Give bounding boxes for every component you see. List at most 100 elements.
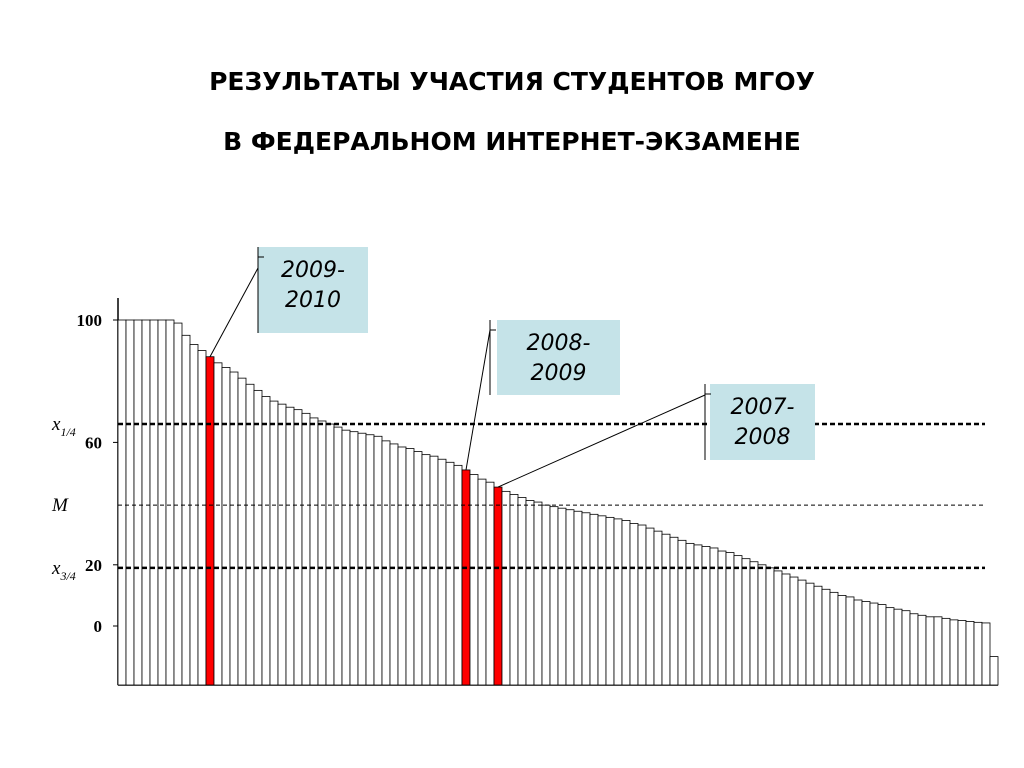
bar (333, 426, 343, 686)
bar (245, 383, 255, 686)
bar (533, 501, 543, 686)
bar (605, 516, 615, 686)
callout-text: 2008- (527, 331, 591, 356)
bar (885, 607, 895, 686)
bar (181, 334, 191, 686)
bar (933, 616, 943, 686)
bar (821, 588, 831, 686)
callout-box (497, 320, 620, 395)
callout-text: 2007- (731, 395, 795, 420)
bar (589, 513, 599, 686)
callout-text: 2009- (281, 258, 345, 283)
bar (549, 506, 559, 686)
bar (293, 409, 303, 686)
bar (205, 356, 215, 686)
reference-subscript: 1/4 (60, 425, 75, 439)
bar (325, 423, 335, 686)
bar (837, 595, 847, 686)
bar (973, 621, 983, 686)
bar (805, 582, 815, 686)
bar (517, 497, 527, 686)
bar (733, 555, 743, 686)
bar (125, 319, 135, 686)
bar (581, 512, 591, 686)
y-tick-label: 0 (94, 617, 103, 636)
bar (445, 461, 455, 686)
bar (285, 406, 295, 686)
title-line: В ФЕДЕРАЛЬНОМ ИНТЕРНЕТ-ЭКЗАМЕНЕ (223, 127, 801, 156)
bar (829, 591, 839, 686)
bar (565, 509, 575, 686)
bar (317, 420, 327, 686)
bar (341, 429, 351, 686)
bar (845, 596, 855, 686)
bar (741, 558, 751, 686)
bar (477, 478, 487, 686)
bar (653, 530, 663, 686)
bar (221, 367, 231, 686)
bar (301, 412, 311, 686)
bar (813, 585, 823, 686)
bar (757, 564, 767, 686)
bar (189, 344, 199, 686)
bar (725, 552, 735, 686)
bar (509, 494, 519, 686)
bar (693, 544, 703, 686)
bar (917, 614, 927, 686)
y-tick-label: 60 (85, 433, 102, 452)
bar (437, 458, 447, 686)
reference-symbol: M (51, 495, 69, 516)
bar (357, 432, 367, 686)
bar (981, 622, 991, 686)
bar (117, 319, 127, 686)
callout-pointer (497, 394, 706, 488)
bar (909, 613, 919, 686)
reference-symbol: x (51, 558, 61, 579)
callout-text: 2009 (531, 361, 587, 386)
callout-text: 2010 (285, 288, 341, 313)
bar (749, 561, 759, 686)
reference-subscript: 3/4 (59, 569, 75, 583)
bar (685, 542, 695, 686)
callout-box (258, 247, 368, 333)
bar (485, 481, 495, 686)
bar (309, 417, 319, 686)
callout-pointer (209, 267, 259, 357)
bar (501, 490, 511, 686)
bar (421, 454, 431, 686)
title-line: РЕЗУЛЬТАТЫ УЧАСТИЯ СТУДЕНТОВ МГОУ (209, 67, 815, 96)
bar (349, 431, 359, 686)
bar (557, 507, 567, 686)
bar (461, 469, 471, 686)
y-tick-label: 100 (77, 311, 103, 330)
bar (429, 455, 439, 686)
bar (941, 617, 951, 686)
bar (645, 527, 655, 686)
bar (629, 523, 639, 686)
bar (677, 539, 687, 686)
bar (861, 601, 871, 686)
bar (469, 474, 479, 686)
bar (797, 579, 807, 686)
reference-label: M (51, 495, 69, 516)
bar (901, 610, 911, 686)
bar (869, 602, 879, 686)
bar (597, 515, 607, 686)
bar (925, 616, 935, 686)
callout-box (710, 384, 815, 460)
bar (773, 570, 783, 686)
y-tick-label: 20 (85, 556, 102, 575)
bar (141, 319, 151, 686)
bar (365, 434, 375, 686)
bar (493, 486, 503, 686)
bar (133, 319, 143, 686)
bar (197, 350, 207, 686)
bar (253, 389, 263, 686)
bar (453, 464, 463, 686)
bar (373, 435, 383, 686)
bar (965, 621, 975, 686)
callout-pointer (465, 329, 491, 471)
bar (261, 396, 271, 686)
callout-text: 2008 (735, 425, 791, 450)
bar (613, 518, 623, 686)
